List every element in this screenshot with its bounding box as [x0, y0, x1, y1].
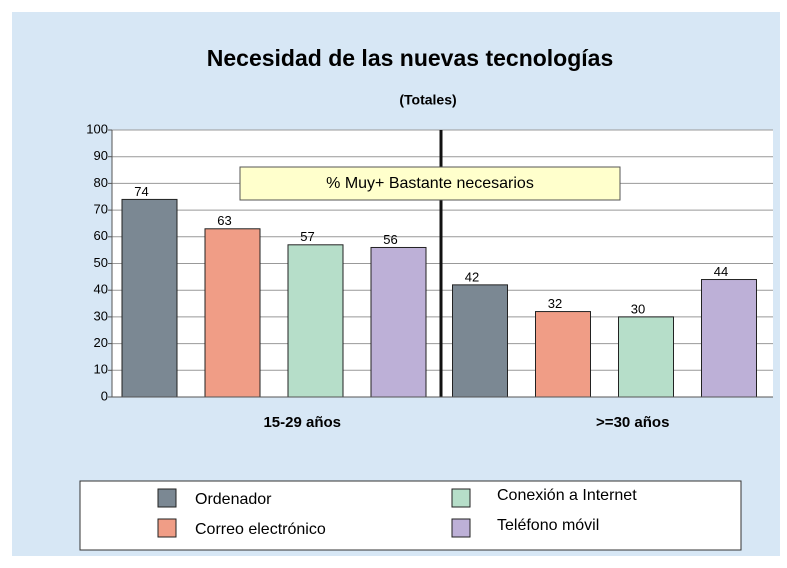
y-tick-label: 80	[94, 175, 108, 190]
chart-subtitle: (Totales)	[399, 92, 456, 108]
legend-swatch	[451, 488, 471, 508]
bar	[204, 228, 261, 398]
bar	[452, 284, 508, 398]
data-label: 30	[631, 301, 645, 316]
legend-label: Conexión a Internet	[497, 487, 637, 504]
y-tick-label: 50	[94, 255, 108, 270]
data-label: 74	[134, 184, 148, 199]
data-label: 44	[714, 264, 728, 279]
y-tick-label: 10	[94, 362, 108, 377]
y-tick-label: 0	[101, 388, 108, 403]
annotation-box	[239, 166, 621, 201]
legend-items: Ordenador Correo electrónico Conexión a In…	[157, 487, 637, 538]
legend-swatch	[451, 518, 471, 538]
data-label: 42	[465, 269, 479, 284]
bars: 15-29 años 74 63 57 56 >=30 años 42 32 30 44	[121, 184, 757, 431]
y-tick-label: 100	[86, 121, 108, 136]
bar	[121, 198, 178, 398]
data-label: 56	[383, 232, 397, 247]
x-tick-label: 15-29 años	[263, 414, 341, 431]
y-tick-label: 40	[94, 282, 108, 297]
legend-label: Teléfono móvil	[497, 517, 599, 534]
legend-swatch	[157, 488, 177, 508]
data-label: 63	[217, 213, 231, 228]
y-tick-label: 20	[94, 335, 108, 350]
data-label: 57	[300, 229, 314, 244]
bar	[701, 279, 757, 398]
bar	[370, 246, 427, 398]
bar	[535, 311, 591, 398]
y-tick-label: 60	[94, 228, 108, 243]
legend-swatch	[157, 518, 177, 538]
y-tick-label: 90	[94, 148, 108, 163]
annotation: % Muy+ Bastante necesarios	[326, 175, 534, 192]
data-label: 32	[548, 296, 562, 311]
bar	[618, 316, 674, 398]
y-tick-label: 30	[94, 308, 108, 323]
x-tick-label: >=30 años	[596, 414, 669, 431]
chart-title: Necesidad de las nuevas tecnologías	[207, 45, 614, 71]
legend-label: Ordenador	[195, 491, 272, 508]
bar	[287, 244, 344, 398]
legend-label: Correo electrónico	[195, 521, 326, 538]
legend	[79, 480, 742, 551]
y-tick-label: 70	[94, 202, 108, 217]
